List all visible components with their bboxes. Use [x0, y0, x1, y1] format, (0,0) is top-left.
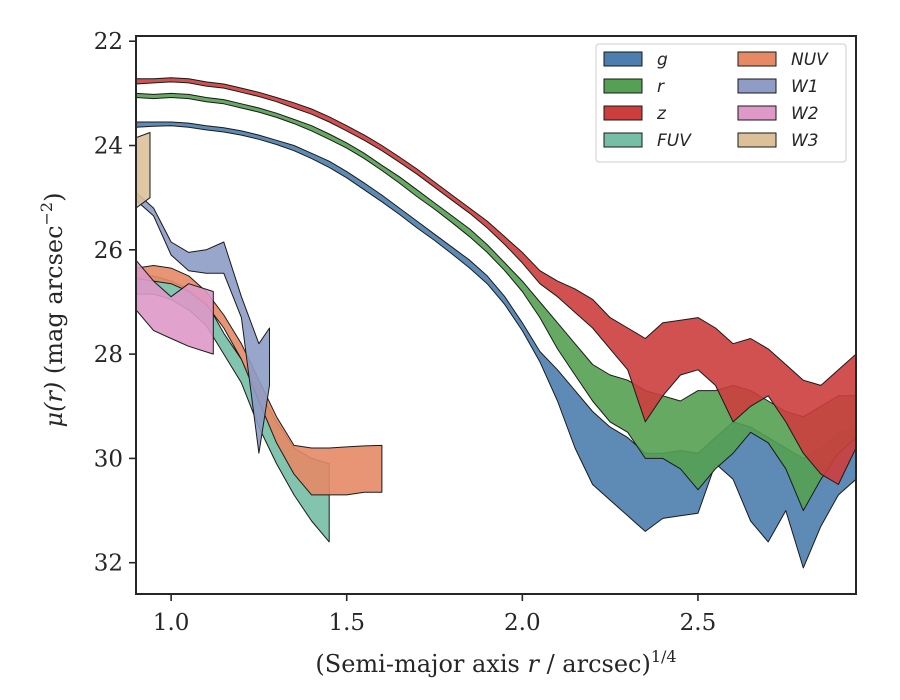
legend-label: W2	[791, 104, 819, 124]
legend-swatch	[603, 132, 643, 148]
legend-label: z	[656, 104, 667, 124]
y-tick-label: 30	[94, 446, 123, 472]
legend-label: NUV	[791, 50, 829, 70]
y-tick-label: 32	[94, 551, 123, 577]
x-tick-label: 2.0	[504, 610, 541, 636]
legend-swatch	[737, 78, 777, 94]
y-tick-label: 26	[94, 238, 123, 264]
y-tick-label: 28	[94, 342, 123, 368]
x-tick-label: 1.5	[328, 610, 365, 636]
legend-label: W1	[791, 77, 819, 97]
y-axis-ticks: 22 24 26 28 30 32	[94, 29, 136, 577]
band-w1	[136, 191, 270, 454]
band-w2	[136, 259, 214, 355]
legend-frame	[595, 43, 847, 163]
legend-label: FUV	[657, 131, 692, 151]
band-w3	[136, 132, 151, 209]
x-axis-label: (Semi-major axis r / arcsec)1/4	[315, 647, 676, 678]
legend-label: W3	[791, 131, 819, 151]
x-tick-label: 2.5	[680, 610, 717, 636]
x-axis-ticks: 1.0 1.5 2.0 2.5	[153, 594, 716, 636]
legend-label: g	[657, 50, 668, 70]
band-z	[136, 77, 856, 485]
legend-swatch	[603, 51, 643, 67]
legend: grz FUV NUV W1 W2 W3	[595, 43, 847, 163]
x-tick-label: 1.0	[153, 610, 190, 636]
bands-layer	[136, 77, 856, 569]
y-axis-label: μ(r) (mag arcsec−2)	[37, 193, 68, 428]
y-tick-label: 22	[94, 29, 123, 55]
legend-swatch	[737, 132, 777, 148]
band-r	[136, 92, 856, 512]
legend-swatch	[737, 105, 777, 121]
y-tick-label: 24	[94, 134, 123, 160]
plot-frame	[135, 35, 857, 595]
legend-label: r	[657, 77, 665, 97]
legend-swatch	[737, 51, 777, 67]
legend-swatch	[603, 105, 643, 121]
legend-swatch	[603, 78, 643, 94]
